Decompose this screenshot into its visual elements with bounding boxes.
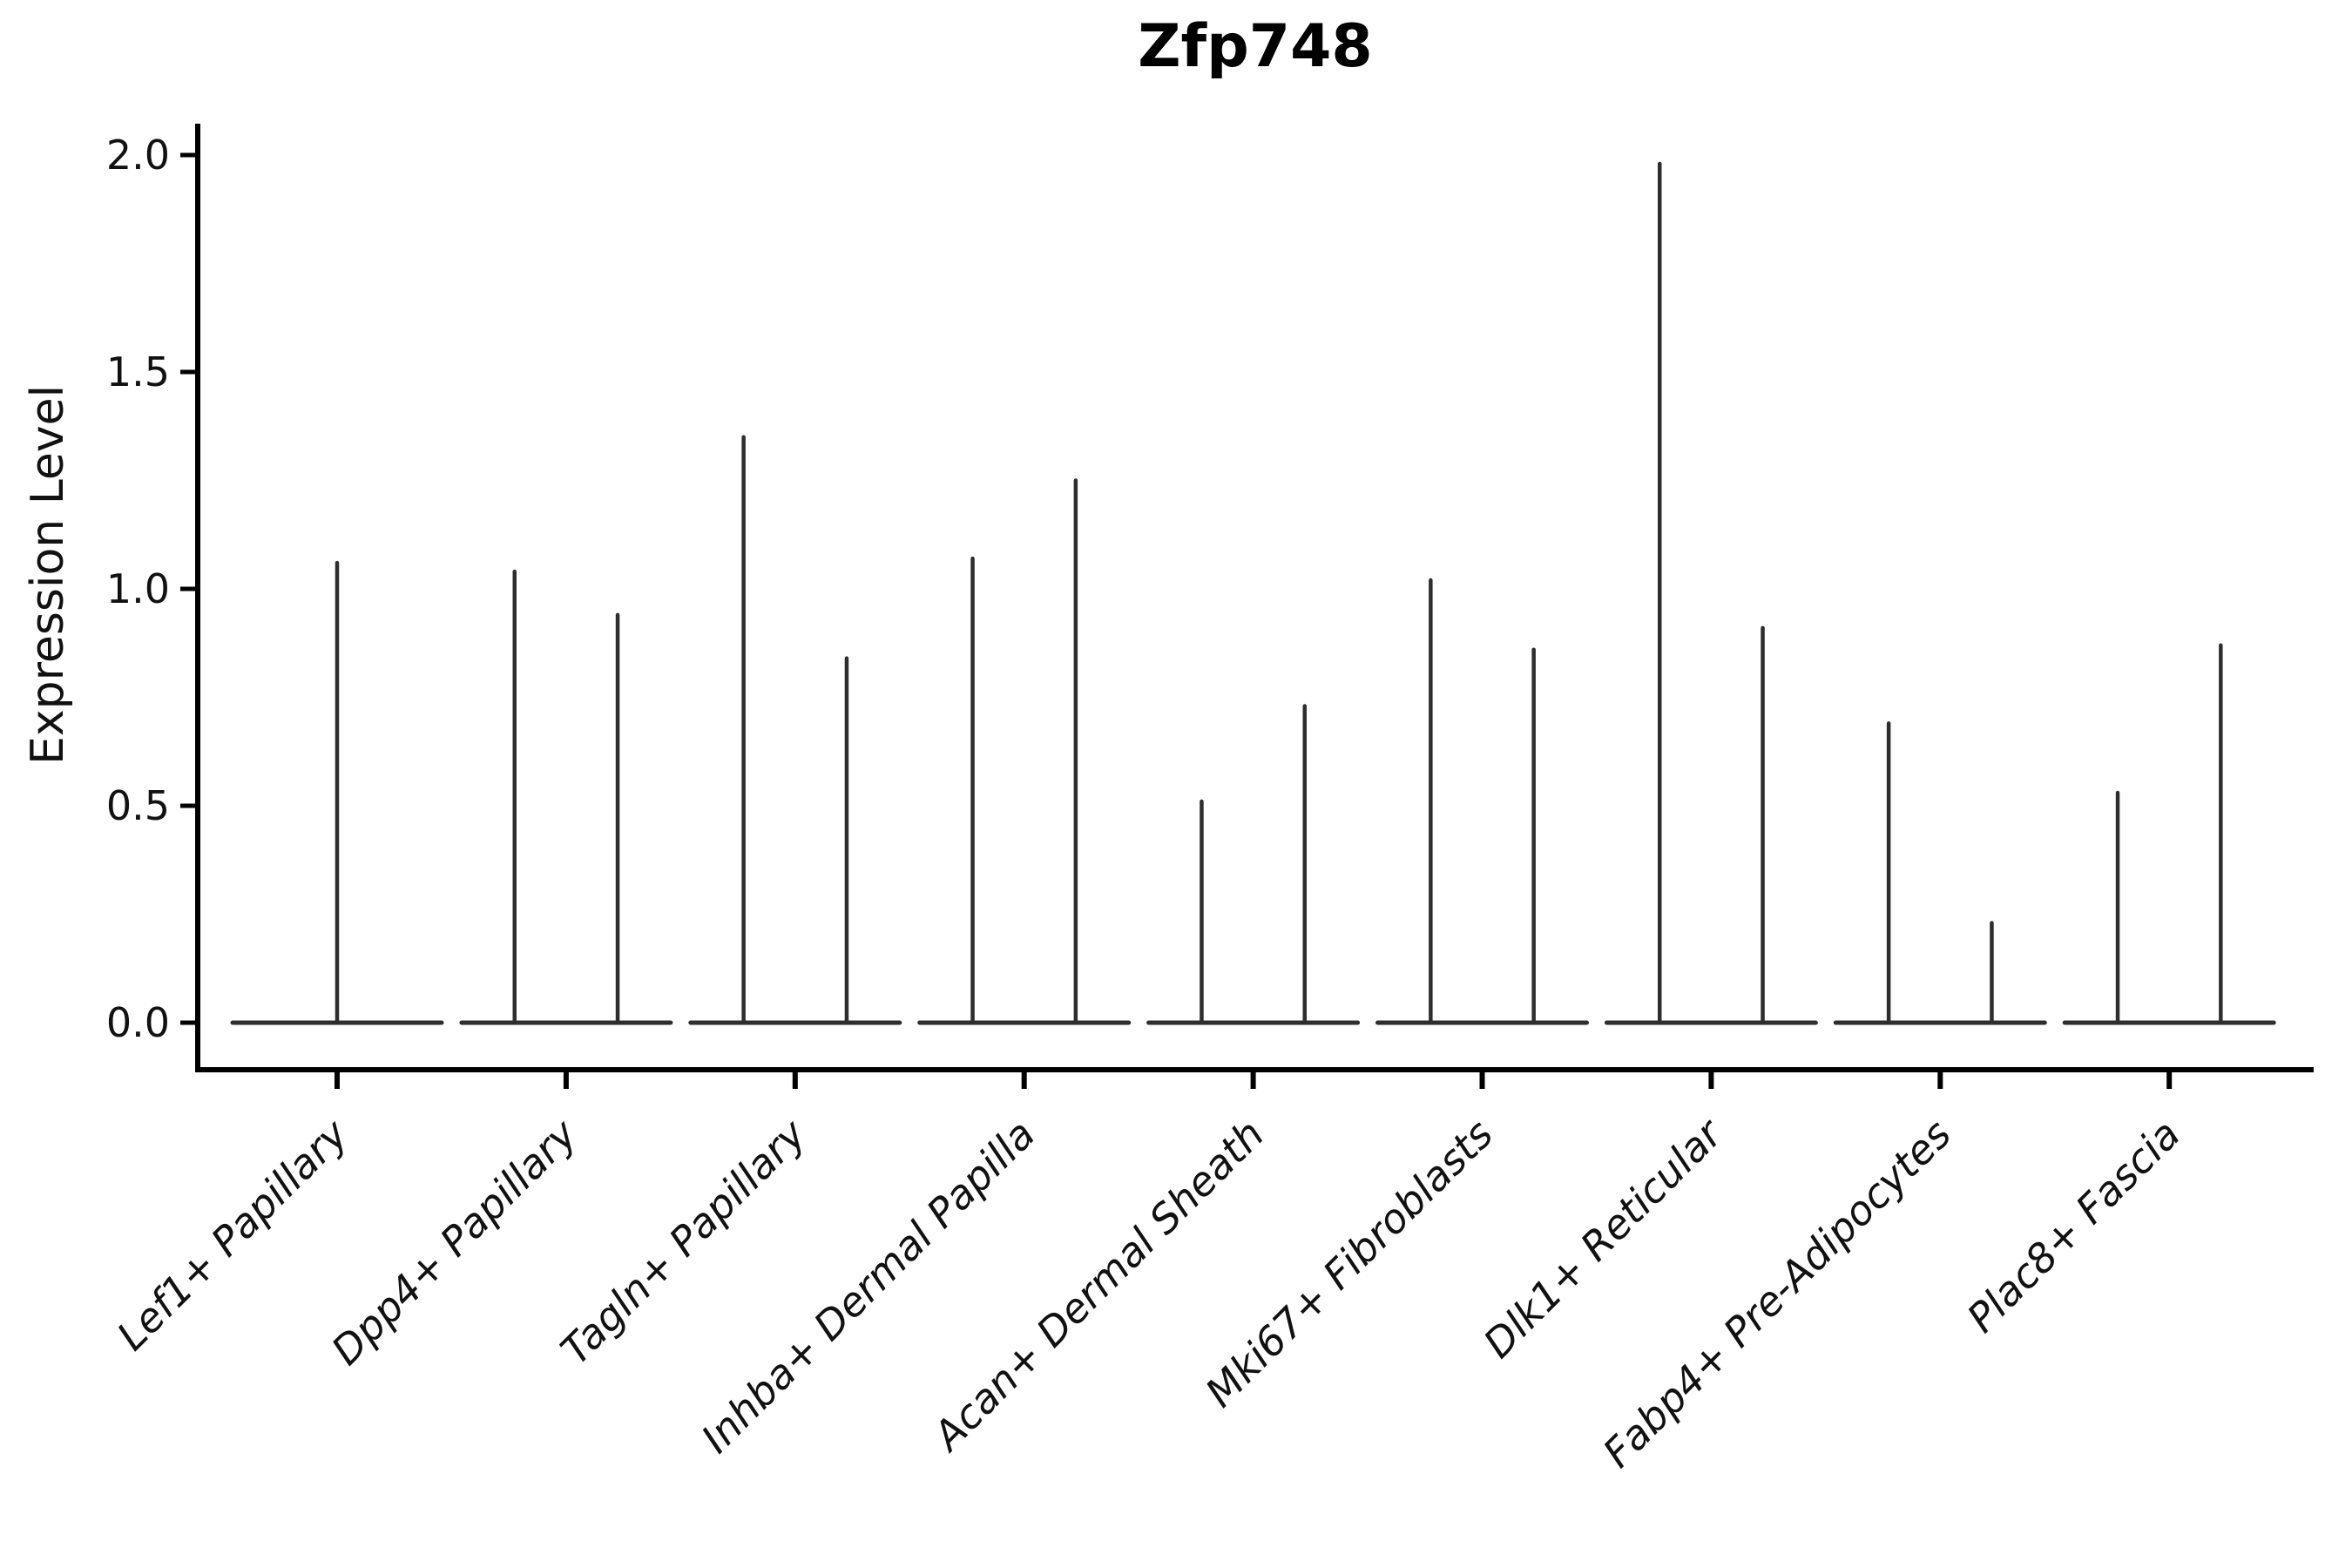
y-tick-label: 1.5 xyxy=(106,348,170,395)
x-tick-label: Lef1+ Papillary xyxy=(108,1110,357,1359)
y-tick-label: 0.0 xyxy=(106,999,170,1046)
y-tick-label: 1.0 xyxy=(106,565,170,612)
y-axis-label: Expression Level xyxy=(22,385,74,765)
x-tick-label: Tagln+ Papillary xyxy=(551,1110,815,1374)
y-tick-label: 2.0 xyxy=(106,132,170,179)
x-tick-label: Dlk1+ Reticular xyxy=(1475,1108,1734,1367)
y-tick-label: 0.5 xyxy=(106,782,170,829)
x-tick-label: Plac8+ Fascia xyxy=(1958,1111,2189,1342)
x-tick-label: Dpp4+ Papillary xyxy=(322,1110,586,1374)
plot-title: Zfp748 xyxy=(1138,12,1373,81)
